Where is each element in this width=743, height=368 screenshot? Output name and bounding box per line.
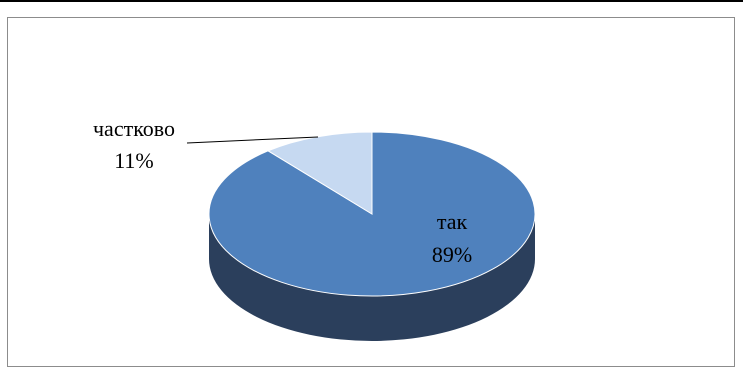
slice-label-chastkovo: частково — [93, 116, 175, 141]
pie-top — [208, 131, 536, 297]
slice-percent-tak: 89% — [432, 242, 472, 267]
pie-sides — [209, 214, 535, 341]
slice-label-tak: так — [437, 209, 468, 234]
pie-side-tak — [209, 214, 535, 341]
top-rule — [0, 0, 743, 2]
slice-percent-chastkovo: 11% — [114, 148, 154, 173]
leader-line-chastkovo — [186, 136, 319, 144]
